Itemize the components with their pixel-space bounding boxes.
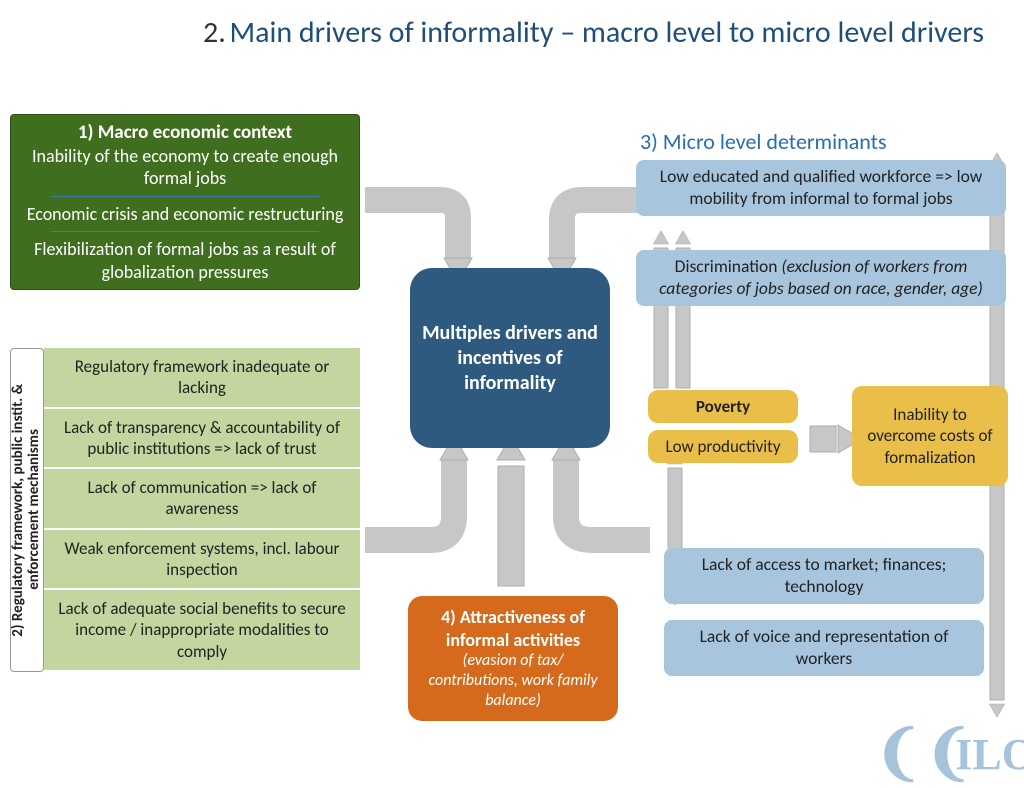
attractiveness-heading: 4) Attractiveness of informal activities <box>420 606 606 651</box>
regulatory-side-text: 2) Regulatory framework, public instit. … <box>11 349 43 671</box>
regulatory-side-label: 2) Regulatory framework, public instit. … <box>10 348 44 672</box>
regulatory-item: Weak enforcement systems, incl. labour i… <box>44 530 360 591</box>
regulatory-item: Lack of communication => lack of awarene… <box>44 469 360 530</box>
attractiveness-box: 4) Attractiveness of informal activities… <box>408 596 618 721</box>
micro-box-voice: Lack of voice and representation of work… <box>664 620 984 676</box>
micro-box-discrimination: Discrimination (exclusion of workers fro… <box>636 250 1006 306</box>
macro-line-2: Economic crisis and economic restructuri… <box>21 203 349 226</box>
divider <box>51 231 319 232</box>
central-hub: Multiples drivers and incentives of info… <box>410 268 610 448</box>
wreath-icon: ❨❨ <box>873 718 974 788</box>
regulatory-item: Regulatory framework inadequate or lacki… <box>44 348 360 409</box>
inability-costs-box: Inability to overcome costs of formaliza… <box>852 386 1008 486</box>
poverty-box: Poverty <box>648 390 798 423</box>
regulatory-item: Lack of adequate social benefits to secu… <box>44 590 360 672</box>
title-number: 2. <box>203 14 226 51</box>
regulatory-items: Regulatory framework inadequate or lacki… <box>44 348 360 672</box>
discrimination-label: Discrimination <box>675 255 782 277</box>
macro-line-1: Inability of the economy to create enoug… <box>21 145 349 190</box>
slide-title: 2. Main drivers of informality – macro l… <box>100 14 984 52</box>
low-productivity-box: Low productivity <box>648 430 798 463</box>
divider <box>51 196 319 197</box>
macro-line-3: Flexibilization of formal jobs as a resu… <box>21 238 349 283</box>
macro-economic-box: 1) Macro economic context Inability of t… <box>10 114 360 290</box>
micro-box-access: Lack of access to market; finances; tech… <box>664 548 984 604</box>
ilo-logo: ❨❨ ILO <box>955 729 1024 780</box>
hub-text: Multiples drivers and incentives of info… <box>420 321 600 396</box>
inability-costs-text: Inability to overcome costs of formaliza… <box>862 404 998 468</box>
regulatory-box: 2) Regulatory framework, public instit. … <box>10 348 360 672</box>
attractiveness-sub: (evasion of tax/ contributions, work fam… <box>420 651 606 711</box>
macro-heading: 1) Macro economic context <box>21 121 349 145</box>
title-text: Main drivers of informality – macro leve… <box>229 14 984 51</box>
micro-box-workforce: Low educated and qualified workforce => … <box>636 160 1006 216</box>
micro-heading: 3) Micro level determinants <box>640 128 887 155</box>
regulatory-item: Lack of transparency & accountability of… <box>44 409 360 470</box>
